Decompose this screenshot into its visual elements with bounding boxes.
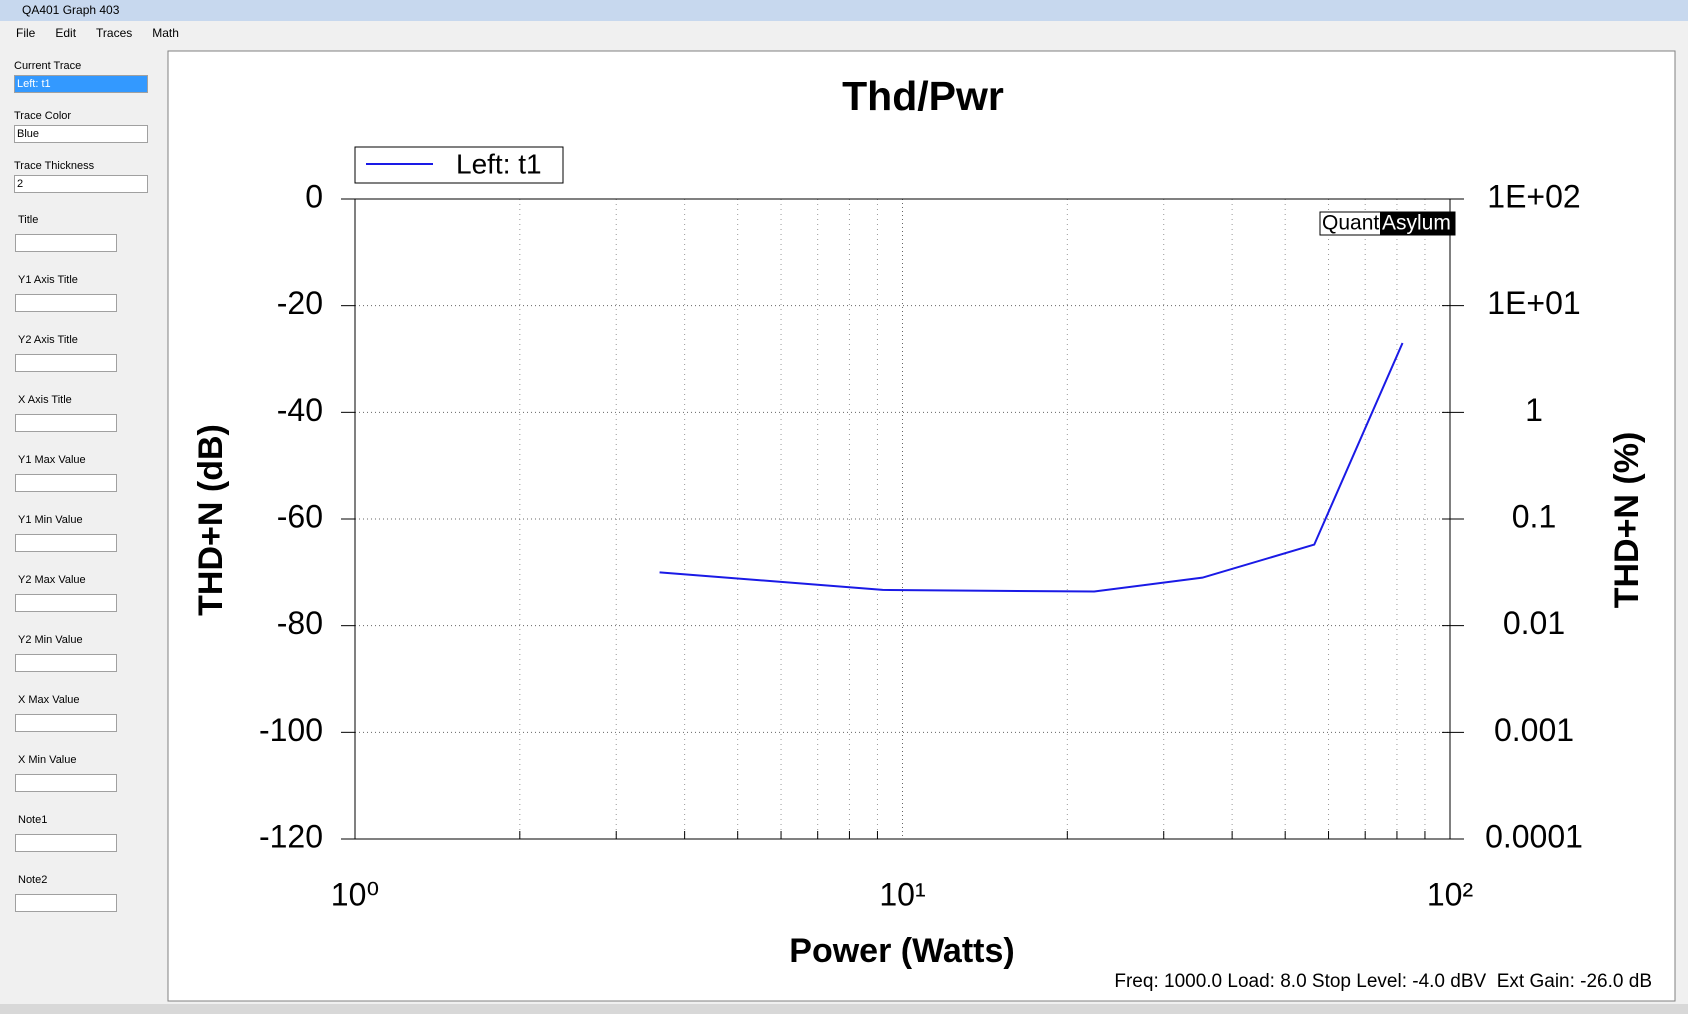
y2-tick-label: 1E+02: [1487, 178, 1580, 214]
text-input[interactable]: [15, 894, 117, 912]
y2-tick-label: 0.0001: [1485, 818, 1583, 854]
text-input[interactable]: [15, 354, 117, 372]
title-bar: QA401 Graph 403: [0, 0, 1688, 21]
text-input[interactable]: [15, 774, 117, 792]
field-label: X Min Value: [18, 754, 77, 766]
menu-item[interactable]: Math: [152, 26, 179, 40]
field-label: Current Trace: [14, 60, 82, 72]
field-label: Trace Color: [14, 110, 72, 122]
field-label: Y1 Max Value: [18, 454, 86, 466]
x-tick-label: 10⁰: [331, 876, 379, 912]
field-label: Title: [18, 214, 39, 226]
field-label: Y1 Min Value: [18, 514, 83, 526]
y-tick-label: 0: [305, 178, 323, 214]
y2-tick-label: 1E+01: [1487, 285, 1580, 321]
chart-title: Thd/Pwr: [842, 73, 1004, 119]
combo-box[interactable]: Left: t1: [14, 75, 148, 93]
y2-axis-title: THD+N (%): [1608, 432, 1646, 609]
y-tick-label: -80: [277, 605, 323, 641]
field-label: X Max Value: [18, 694, 80, 706]
field-label: Trace Thickness: [14, 160, 95, 172]
sidebar: Current Trace Left: t1 Trace Color Blue Trac…: [0, 44, 168, 1004]
field-label: Y2 Max Value: [18, 574, 86, 586]
y-tick-label: -100: [259, 712, 323, 748]
watermark-text: Asylum: [1382, 212, 1451, 235]
y2-tick-label: 0.01: [1503, 605, 1565, 641]
combo-box[interactable]: Blue: [14, 125, 148, 143]
text-input[interactable]: [15, 834, 117, 852]
field-label: Note2: [18, 874, 48, 886]
y-tick-label: -40: [277, 392, 323, 428]
line-series: [659, 342, 1404, 593]
x-tick-label: 10¹: [879, 876, 925, 912]
legend-label: Left: t1: [456, 148, 542, 179]
text-input[interactable]: [15, 714, 117, 732]
y2-tick-label: 0.001: [1494, 712, 1574, 748]
field-label: Note1: [18, 814, 48, 826]
text-input[interactable]: [15, 594, 117, 612]
window-title: QA401 Graph 403: [22, 3, 120, 17]
menu-item[interactable]: Traces: [96, 26, 133, 40]
combo-box[interactable]: 2: [14, 175, 148, 193]
y2-tick-label: 1: [1525, 392, 1543, 428]
text-input[interactable]: [15, 414, 117, 432]
x-axis-title: Power (Watts): [789, 932, 1014, 970]
y2-tick-label: 0.1: [1512, 498, 1556, 534]
text-input[interactable]: [15, 654, 117, 672]
watermark-text: Quant: [1322, 212, 1379, 235]
field-label: X Axis Title: [18, 394, 72, 406]
taskbar: [0, 1004, 1688, 1014]
field-label: Y2 Axis Title: [18, 334, 78, 346]
x-tick-label: 10²: [1427, 876, 1474, 912]
chart-panel: [167, 50, 1676, 1002]
text-input[interactable]: [15, 294, 117, 312]
field-label: Y1 Axis Title: [18, 274, 78, 286]
y-axis-title: THD+N (dB): [192, 424, 230, 616]
footer-note: Freq: 1000.0 Load: 8.0 Stop Level: -4.0 …: [1114, 971, 1652, 992]
y-tick-label: -120: [259, 818, 323, 854]
menu-bar: File Edit Traces Math: [0, 22, 183, 44]
text-input[interactable]: [15, 534, 117, 552]
y-tick-label: -20: [277, 285, 323, 321]
y-tick-label: -60: [277, 498, 323, 534]
text-input[interactable]: [15, 474, 117, 492]
field-label: Y2 Min Value: [18, 634, 83, 646]
menu-item[interactable]: File: [16, 26, 36, 40]
menu-item[interactable]: Edit: [55, 26, 77, 40]
text-input[interactable]: [15, 234, 117, 252]
watermark-dark: [1380, 212, 1455, 235]
